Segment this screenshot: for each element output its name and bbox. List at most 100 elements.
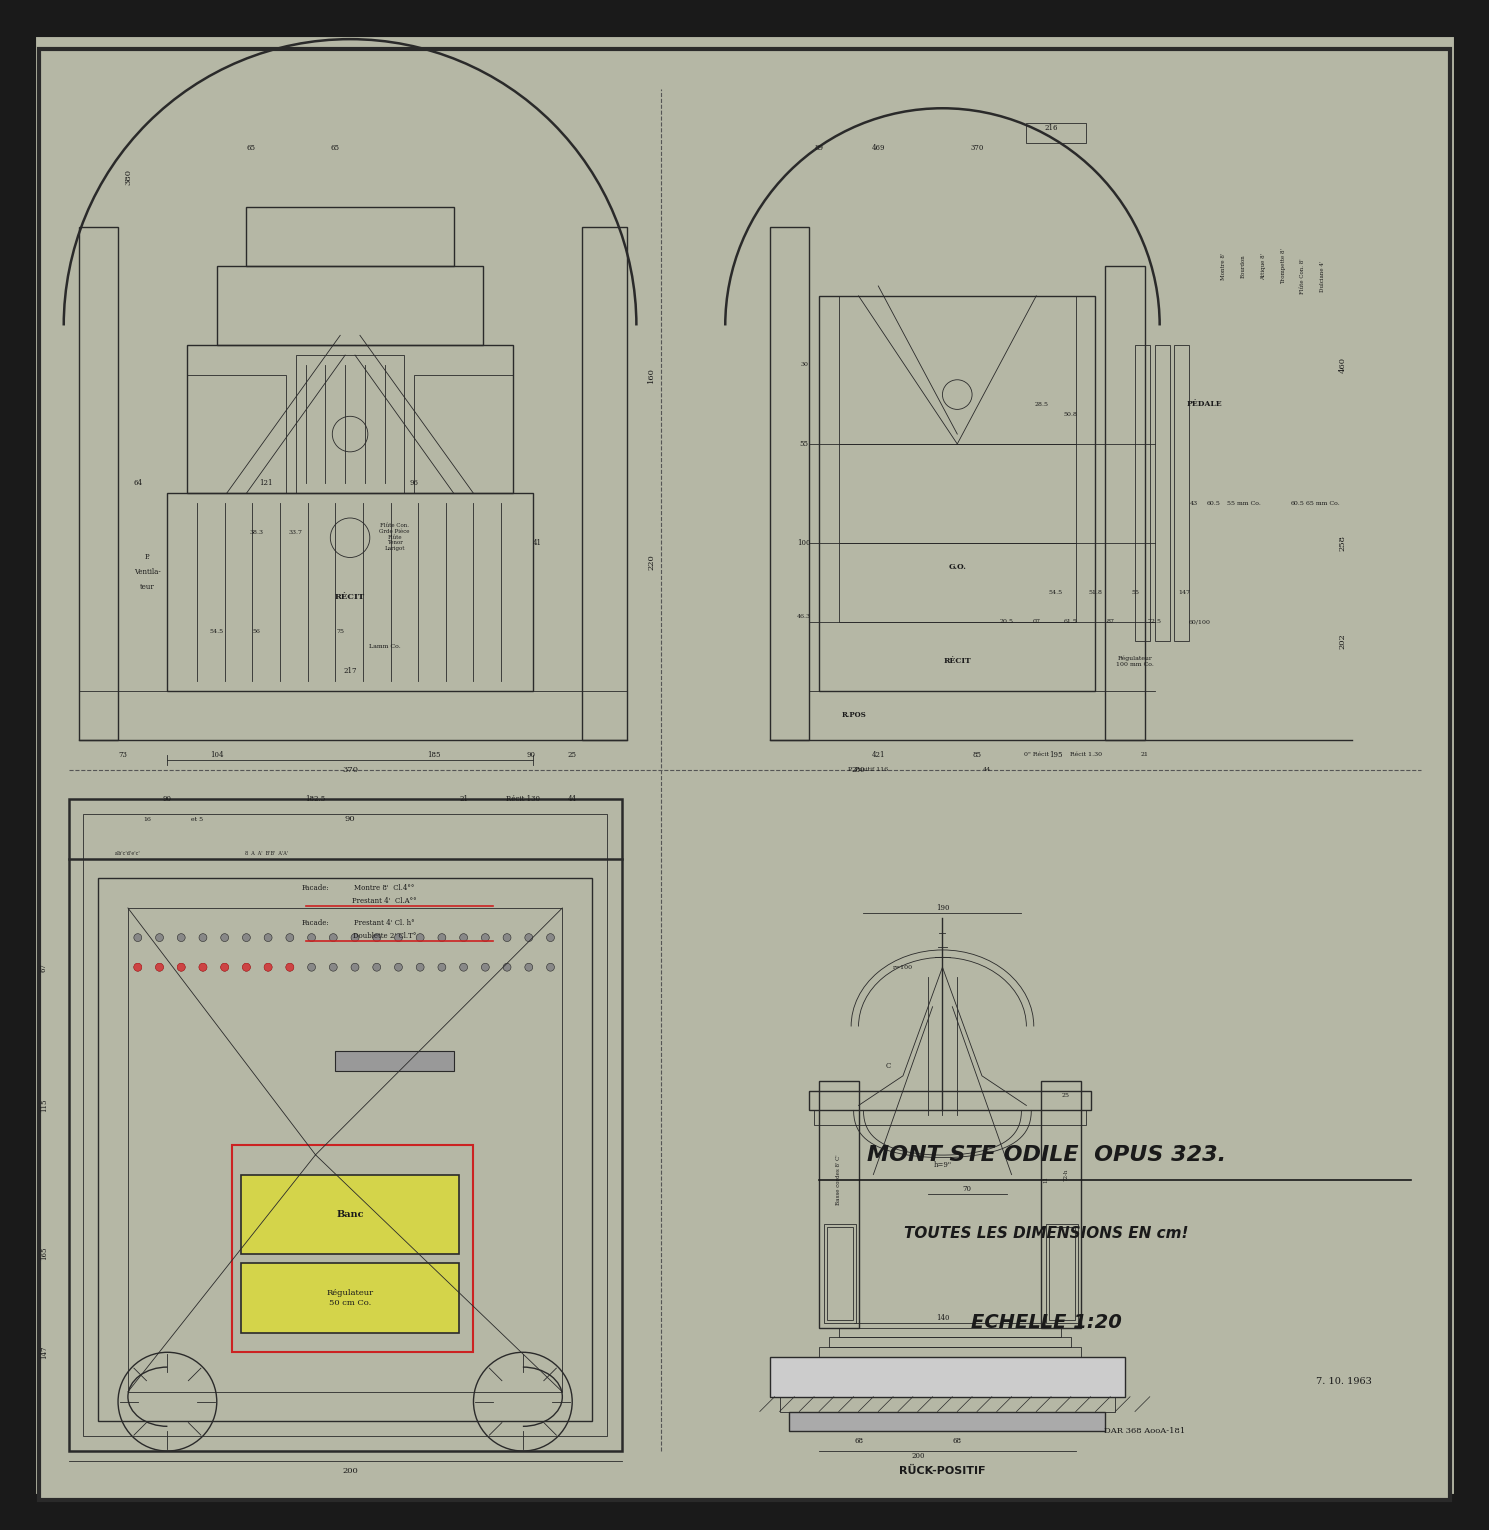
Text: 65: 65	[247, 144, 256, 151]
Circle shape	[264, 964, 272, 972]
Bar	[335, 1051, 454, 1071]
Text: 182.5: 182.5	[305, 796, 326, 803]
Circle shape	[460, 964, 468, 972]
Circle shape	[177, 964, 185, 972]
Text: 380: 380	[124, 170, 133, 185]
Circle shape	[286, 964, 293, 972]
Text: Flûte Con.
Grde Pièce
Flûte
Tenor
Larigot: Flûte Con. Grde Pièce Flûte Tenor Larigo…	[380, 523, 409, 551]
Text: Récit 130: Récit 130	[506, 796, 541, 803]
Text: 200: 200	[342, 1467, 357, 1475]
Text: 50.8: 50.8	[1063, 412, 1078, 416]
Text: 72-h: 72-h	[1063, 1169, 1069, 1181]
Text: 43: 43	[1190, 500, 1199, 506]
Text: 200: 200	[911, 1452, 925, 1460]
Circle shape	[372, 933, 381, 941]
Bar	[232, 1144, 474, 1353]
Text: 89: 89	[814, 144, 823, 151]
Bar	[582, 226, 627, 741]
Circle shape	[220, 964, 229, 972]
Text: 7. 10. 1963: 7. 10. 1963	[1316, 1377, 1371, 1386]
Text: Flûte Con. 8': Flûte Con. 8'	[1300, 259, 1306, 294]
Text: Lamm Co.: Lamm Co.	[369, 644, 401, 649]
Bar	[241, 1175, 459, 1253]
Bar	[1135, 346, 1150, 641]
Circle shape	[200, 964, 207, 972]
Text: Ventila-: Ventila-	[134, 568, 161, 577]
Text: 30: 30	[800, 363, 809, 367]
Text: 21: 21	[459, 796, 468, 803]
Circle shape	[200, 964, 207, 972]
Text: 0" Récit: 0" Récit	[1024, 753, 1048, 757]
Text: R.POS: R.POS	[841, 711, 867, 719]
Text: 72.5: 72.5	[1148, 620, 1161, 624]
Circle shape	[546, 964, 554, 972]
Bar	[838, 1328, 1062, 1337]
Bar	[1105, 266, 1145, 741]
Text: r=160: r=160	[338, 0, 362, 3]
Text: 100: 100	[798, 539, 812, 546]
Circle shape	[177, 964, 185, 972]
Text: 140: 140	[935, 1314, 948, 1322]
Text: 38.3: 38.3	[249, 531, 264, 536]
Text: 16: 16	[144, 817, 152, 822]
Text: 195: 195	[1050, 751, 1063, 759]
Text: r=100: r=100	[893, 965, 913, 970]
Circle shape	[243, 964, 250, 972]
Bar	[1155, 346, 1169, 641]
Text: 190: 190	[935, 904, 948, 912]
Text: Banc: Banc	[337, 1210, 363, 1218]
Text: Dulciane 4': Dulciane 4'	[1321, 260, 1325, 292]
Circle shape	[417, 964, 424, 972]
Text: 421: 421	[871, 751, 884, 759]
Text: ECHELLE 1:20: ECHELLE 1:20	[971, 1313, 1121, 1333]
Text: DAR 368 AooA-181: DAR 368 AooA-181	[1105, 1427, 1185, 1435]
Bar	[1041, 1080, 1081, 1328]
Text: PÉDALE: PÉDALE	[1187, 401, 1222, 409]
Text: 25: 25	[567, 751, 576, 759]
Text: G.O.: G.O.	[948, 563, 966, 571]
Text: Prestant 4' Cl. h°: Prestant 4' Cl. h°	[354, 920, 415, 927]
Text: P.: P.	[144, 554, 150, 562]
Text: 20.5: 20.5	[999, 620, 1014, 624]
Text: 54.5: 54.5	[210, 629, 223, 633]
Text: 90: 90	[526, 751, 535, 759]
Text: Facade:: Facade:	[302, 920, 329, 927]
Bar	[819, 295, 1096, 690]
Bar	[217, 266, 484, 346]
Text: 85: 85	[972, 751, 981, 759]
Text: 185: 185	[427, 751, 441, 759]
Text: 61.5: 61.5	[1063, 620, 1078, 624]
Text: 469: 469	[871, 144, 884, 151]
Circle shape	[134, 964, 141, 972]
Circle shape	[438, 933, 445, 941]
Text: Attique 8': Attique 8'	[1261, 252, 1266, 280]
Circle shape	[308, 964, 316, 972]
Circle shape	[134, 964, 141, 972]
Text: 44: 44	[567, 796, 576, 803]
Text: 165: 165	[40, 1247, 48, 1261]
Text: 60.5: 60.5	[1208, 500, 1221, 506]
Bar	[770, 1357, 1126, 1397]
Text: 54.5: 54.5	[1048, 589, 1063, 595]
Text: Régulateur
50 cm Co.: Régulateur 50 cm Co.	[326, 1290, 374, 1307]
Text: h=9": h=9"	[934, 1161, 951, 1169]
Text: 68: 68	[855, 1437, 864, 1446]
Circle shape	[503, 964, 511, 972]
Text: 220: 220	[648, 554, 655, 571]
Circle shape	[481, 933, 490, 941]
Circle shape	[155, 964, 164, 972]
Circle shape	[155, 933, 164, 941]
Circle shape	[351, 933, 359, 941]
Text: 90: 90	[345, 815, 356, 823]
Bar	[83, 814, 608, 1437]
Text: 51.8: 51.8	[1088, 589, 1102, 595]
Text: 68: 68	[953, 1437, 962, 1446]
Text: 46.3: 46.3	[797, 614, 812, 620]
Bar	[819, 1348, 1081, 1357]
Text: 121: 121	[259, 479, 272, 488]
Circle shape	[372, 964, 381, 972]
Text: Trompette 8': Trompette 8'	[1281, 248, 1285, 285]
Text: 28.5: 28.5	[1035, 402, 1048, 407]
Text: Facade:: Facade:	[302, 884, 329, 892]
Circle shape	[286, 933, 293, 941]
